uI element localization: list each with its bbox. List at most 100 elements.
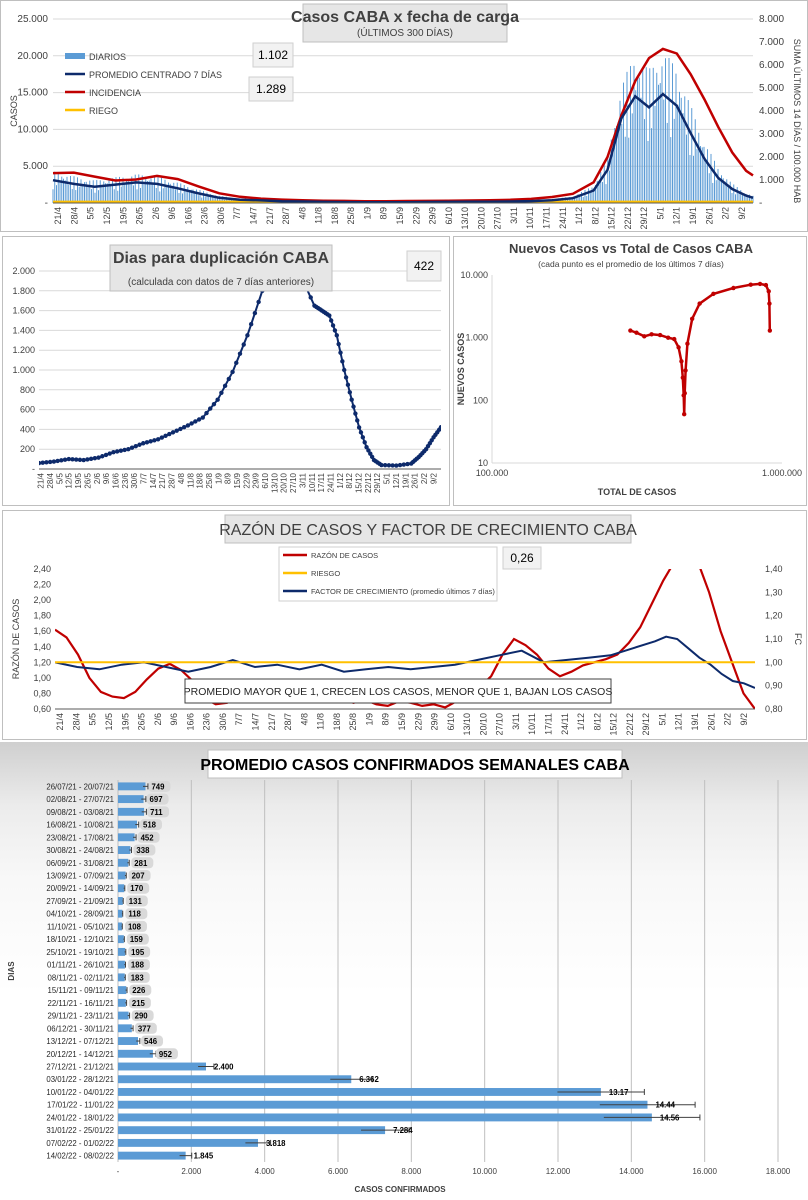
nuevos-point	[731, 285, 736, 291]
daily-bar	[736, 187, 738, 203]
duplicacion-point	[340, 359, 345, 364]
x-tick: 2/6	[151, 207, 161, 220]
category-label: 23/08/21 - 17/08/21	[46, 833, 114, 842]
nuevos-point	[757, 281, 763, 287]
duplicacion-point	[364, 445, 369, 450]
daily-bar	[589, 192, 591, 203]
x-tick: 18/8	[332, 713, 342, 731]
daily-bar	[642, 69, 644, 203]
data-label-bg	[131, 857, 154, 869]
daily-bar	[183, 185, 185, 203]
x-tick: 21/7	[158, 472, 167, 488]
daily-bar	[616, 126, 617, 203]
duplicacion-point	[252, 310, 258, 316]
x-tick: 27/10	[495, 713, 505, 736]
daily-bar	[656, 72, 658, 203]
duplicacion-point	[137, 442, 142, 447]
duplicacion-point	[133, 444, 138, 449]
nuevos-title: Nuevos Casos vs Total de Casos CABA	[509, 241, 754, 256]
legend-label: DIARIOS	[89, 52, 126, 62]
daily-bar	[105, 183, 106, 203]
daily-bar	[666, 122, 668, 203]
x-tick: 30/6	[218, 713, 228, 731]
bar	[118, 935, 124, 944]
x-tick: -	[117, 1167, 120, 1176]
y2-axis-label: SUMA ÚLTIMOS 14 DÍAS / 100.000 HAB	[792, 39, 802, 203]
category-label: 30/08/21 - 24/08/21	[46, 846, 114, 855]
duplicacion-point	[126, 447, 131, 452]
bar	[118, 1100, 648, 1109]
daily-bar	[684, 96, 686, 203]
daily-bar	[164, 179, 166, 203]
daily-bar	[63, 178, 64, 203]
x-tick: 18/8	[330, 207, 340, 225]
casos-title-box	[302, 3, 508, 43]
daily-bar	[136, 189, 138, 203]
daily-bar	[66, 176, 68, 203]
daily-bar	[673, 118, 675, 203]
data-label: 195	[131, 948, 145, 957]
daily-bar	[698, 132, 700, 203]
duplicacion-point	[141, 441, 146, 446]
daily-bar	[658, 84, 659, 203]
daily-bar	[700, 146, 701, 203]
daily-bar	[101, 186, 103, 203]
category-label: 17/01/22 - 11/01/22	[47, 1101, 114, 1110]
nuevos-point	[642, 334, 647, 339]
category-label: 03/01/22 - 28/12/21	[46, 1075, 114, 1084]
x-tick: 27/10	[289, 472, 298, 493]
daily-bar	[77, 177, 78, 203]
bar	[118, 807, 145, 816]
category-label: 26/07/21 - 20/07/21	[46, 782, 114, 791]
data-label-bg	[131, 1010, 154, 1022]
duplicacion-point	[103, 452, 109, 458]
duplicacion-point	[347, 390, 353, 395]
y-axis-label: NUEVOS CASOS	[456, 333, 466, 406]
daily-bar	[162, 188, 164, 203]
x-tick: 20/10	[478, 713, 488, 736]
duplicacion-title-subtitle: (calculada con datos de 7 días anteriore…	[128, 277, 314, 288]
daily-bar	[98, 190, 99, 203]
category-label: 18/10/21 - 12/10/21	[46, 935, 114, 944]
duplicacion-point	[394, 463, 399, 468]
x-tick: 19/1	[401, 472, 410, 488]
data-label: 3.818	[266, 1139, 286, 1148]
daily-bar	[579, 196, 581, 203]
daily-bar	[103, 181, 105, 203]
x-tick: 8.000	[401, 1167, 422, 1176]
x-tick: 1/12	[336, 472, 345, 488]
x-tick: 6/10	[261, 472, 270, 488]
daily-bar	[661, 66, 663, 203]
duplicacion-point	[405, 461, 410, 467]
daily-bar	[686, 134, 687, 203]
x-tick: 7/7	[140, 472, 149, 484]
duplicacion-point	[163, 433, 168, 439]
duplicacion-point	[382, 462, 388, 468]
daily-bar	[134, 174, 136, 203]
y2-tick: 1,20	[765, 611, 783, 621]
duplicacion-point	[256, 299, 261, 305]
duplicacion-point	[241, 342, 246, 347]
category-label: 24/01/22 - 18/01/22	[46, 1113, 114, 1122]
y-tick: 400	[20, 424, 35, 434]
nuevos-point	[766, 289, 771, 294]
x-tick: 22/9	[411, 207, 421, 225]
x-tick: 19/5	[74, 472, 83, 488]
duplicacion-title: Dias para duplicación CABA	[113, 250, 329, 267]
daily-bar	[192, 189, 194, 203]
bar	[118, 922, 122, 931]
daily-bar	[201, 197, 203, 203]
bar	[118, 795, 144, 804]
y2-tick: 1,00	[765, 657, 783, 667]
callout-diarios-box	[252, 42, 294, 68]
category-label: 14/02/22 - 08/02/22	[46, 1152, 114, 1161]
daily-bar	[577, 194, 579, 203]
x-tick: 28/4	[69, 207, 79, 225]
duplicacion-point	[401, 462, 406, 467]
duplicacion-point	[51, 459, 57, 464]
daily-bar	[715, 180, 717, 203]
duplicacion-point	[189, 421, 194, 426]
bar	[118, 1151, 186, 1160]
bar	[118, 909, 123, 918]
data-label: 207	[132, 872, 145, 881]
